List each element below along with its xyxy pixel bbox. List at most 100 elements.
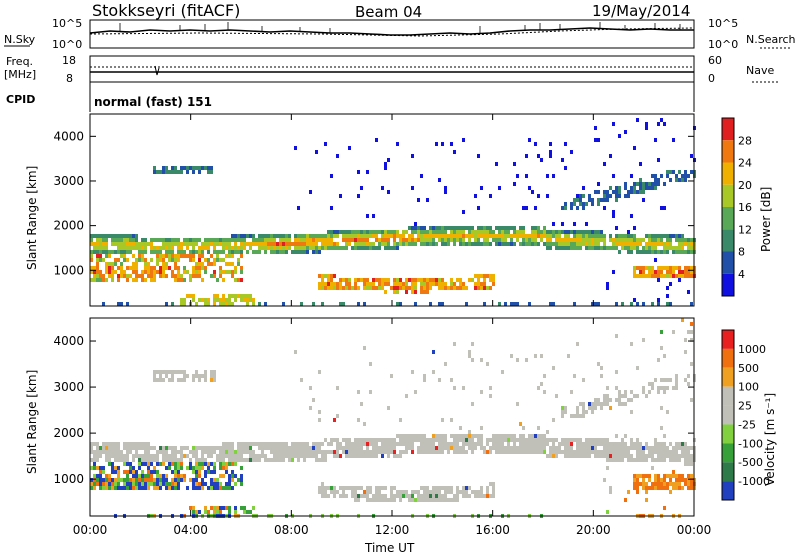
echo-pixel bbox=[540, 238, 543, 242]
echo-pixel bbox=[519, 446, 522, 450]
echo-pixel bbox=[690, 270, 693, 274]
echo-pixel bbox=[156, 378, 159, 382]
echo-pixel bbox=[393, 494, 396, 498]
echo-pixel bbox=[240, 474, 243, 478]
echo-pixel bbox=[684, 242, 687, 246]
echo-pixel bbox=[315, 454, 318, 458]
echo-pixel bbox=[228, 482, 231, 486]
echo-pixel bbox=[354, 242, 357, 246]
echo-pixel bbox=[339, 302, 342, 306]
echo-pixel bbox=[321, 282, 324, 286]
echo-pixel bbox=[273, 234, 276, 238]
echo-pixel bbox=[648, 238, 651, 242]
colorbar-tick-label: -25 bbox=[738, 418, 756, 431]
echo-pixel bbox=[141, 462, 144, 466]
echo-pixel bbox=[93, 474, 96, 478]
echo-pixel bbox=[675, 374, 678, 378]
echo-pixel bbox=[516, 402, 519, 406]
echo-pixel bbox=[249, 234, 252, 238]
echo-pixel bbox=[159, 266, 162, 270]
echo-pixel bbox=[384, 234, 387, 238]
echo-pixel bbox=[219, 258, 222, 262]
echo-pixel bbox=[678, 458, 681, 462]
echo-pixel bbox=[453, 230, 456, 234]
echo-pixel bbox=[615, 190, 618, 194]
echo-pixel bbox=[192, 266, 195, 270]
echo-pixel bbox=[150, 242, 153, 246]
echo-pixel bbox=[498, 186, 501, 190]
echo-pixel bbox=[462, 490, 465, 494]
echo-pixel bbox=[471, 226, 474, 230]
echo-pixel bbox=[549, 454, 552, 458]
echo-pixel bbox=[540, 158, 543, 162]
echo-pixel bbox=[123, 446, 126, 450]
echo-pixel bbox=[558, 234, 561, 238]
echo-pixel bbox=[582, 194, 585, 198]
echo-pixel bbox=[597, 438, 600, 442]
echo-pixel bbox=[630, 246, 633, 250]
echo-pixel bbox=[642, 186, 645, 190]
echo-pixel bbox=[216, 242, 219, 246]
echo-pixel bbox=[465, 234, 468, 238]
echo-pixel bbox=[414, 498, 417, 502]
echo-pixel bbox=[315, 446, 318, 450]
echo-pixel bbox=[633, 394, 636, 398]
echo-pixel bbox=[576, 194, 579, 198]
echo-pixel bbox=[411, 286, 414, 290]
echo-pixel bbox=[606, 282, 609, 286]
echo-pixel bbox=[306, 238, 309, 242]
echo-pixel bbox=[225, 470, 228, 474]
echo-pixel bbox=[195, 274, 198, 278]
echo-pixel bbox=[474, 274, 477, 278]
echo-pixel bbox=[624, 194, 627, 198]
echo-pixel bbox=[162, 274, 165, 278]
echo-pixel bbox=[636, 450, 639, 454]
echo-pixel bbox=[216, 250, 219, 254]
echo-pixel bbox=[399, 242, 402, 246]
echo-pixel bbox=[309, 386, 312, 390]
echo-pixel bbox=[114, 446, 117, 450]
echo-pixel bbox=[465, 242, 468, 246]
echo-pixel bbox=[141, 474, 144, 478]
echo-pixel bbox=[402, 286, 405, 290]
echo-pixel bbox=[423, 442, 426, 446]
echo-pixel bbox=[399, 494, 402, 498]
echo-pixel bbox=[387, 238, 390, 242]
echo-pixel bbox=[585, 230, 588, 234]
echo-pixel bbox=[477, 286, 480, 290]
colorbar-swatch bbox=[722, 118, 734, 141]
echo-pixel bbox=[477, 226, 480, 230]
echo-pixel bbox=[672, 486, 675, 490]
echo-pixel bbox=[663, 354, 666, 358]
echo-pixel bbox=[570, 242, 573, 246]
colorbar-tick-label: 24 bbox=[738, 157, 752, 170]
echo-pixel bbox=[141, 250, 144, 254]
echo-pixel bbox=[606, 398, 609, 402]
echo-pixel bbox=[651, 246, 654, 250]
echo-pixel bbox=[267, 446, 270, 450]
echo-pixel bbox=[612, 246, 615, 250]
echo-pixel bbox=[597, 398, 600, 402]
echo-pixel bbox=[228, 458, 231, 462]
echo-pixel bbox=[654, 174, 657, 178]
echo-pixel bbox=[426, 198, 429, 202]
echo-pixel bbox=[561, 246, 564, 250]
echo-pixel bbox=[672, 474, 675, 478]
echo-pixel bbox=[96, 466, 99, 470]
echo-pixel bbox=[435, 434, 438, 438]
echo-pixel bbox=[192, 298, 195, 302]
echo-pixel bbox=[123, 242, 126, 246]
echo-pixel bbox=[180, 478, 183, 482]
echo-pixel bbox=[642, 270, 645, 274]
echo-pixel bbox=[198, 266, 201, 270]
echo-pixel bbox=[336, 230, 339, 234]
echo-pixel bbox=[687, 270, 690, 274]
echo-pixel bbox=[144, 250, 147, 254]
echo-pixel bbox=[666, 274, 669, 278]
echo-pixel bbox=[303, 450, 306, 454]
echo-pixel bbox=[519, 450, 522, 454]
echo-pixel bbox=[183, 298, 186, 302]
echo-pixel bbox=[396, 278, 399, 282]
echo-pixel bbox=[195, 250, 198, 254]
echo-pixel bbox=[564, 450, 567, 454]
